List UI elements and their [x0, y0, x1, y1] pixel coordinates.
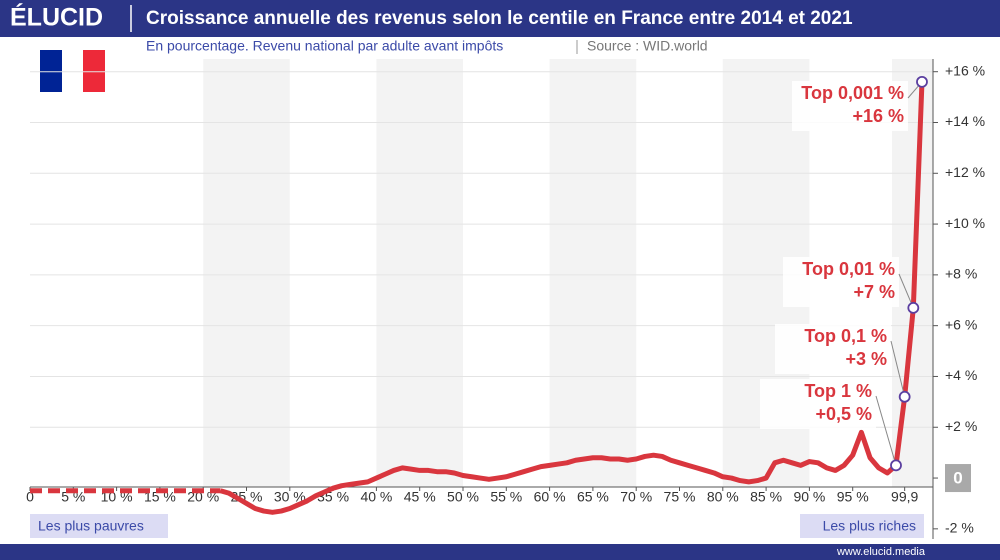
- y-tick-label: +2 %: [945, 418, 977, 434]
- annotation-label: Top 0,001 %: [801, 83, 904, 103]
- x-tick-label: 85 %: [750, 489, 782, 505]
- y-tick-label: 0: [953, 469, 962, 488]
- x-tick-label: 95 %: [837, 489, 869, 505]
- x-tick-label: 80 %: [707, 489, 739, 505]
- annotation-label: Top 0,01 %: [802, 259, 895, 279]
- x-tick-label: 55 %: [490, 489, 522, 505]
- x-tick-label: 90 %: [793, 489, 825, 505]
- annotation-bg: [783, 257, 899, 307]
- y-tick-label: +12 %: [945, 164, 985, 180]
- y-tick-label: +6 %: [945, 316, 977, 332]
- annotation-label: Top 0,1 %: [804, 326, 887, 346]
- y-tick-label: +4 %: [945, 367, 977, 383]
- note-box: [30, 514, 168, 538]
- header-bar: [0, 0, 1000, 37]
- footer-bar: [0, 544, 1000, 560]
- footer-url: www.elucid.media: [836, 546, 926, 558]
- x-tick-label: 30 %: [274, 489, 306, 505]
- point-marker: [890, 459, 902, 472]
- x-tick-label: 70 %: [620, 489, 652, 505]
- x-tick-label: 45 %: [404, 489, 436, 505]
- leader-line: [898, 273, 914, 309]
- note-box: [800, 514, 924, 538]
- logo: ÉLUCID: [10, 3, 103, 32]
- flag-blue: [40, 50, 62, 92]
- x-tick-label: 40 %: [360, 489, 392, 505]
- point-marker: [898, 390, 911, 403]
- chart-title: Croissance annuelle des revenus selon le…: [146, 8, 853, 29]
- y-tick-label: +14 %: [945, 113, 985, 129]
- annotation-bg: [760, 379, 876, 429]
- flag-red: [83, 50, 105, 92]
- subtitle: En pourcentage. Revenu national par adul…: [146, 38, 503, 54]
- annotation-label: Top 1 %: [804, 381, 872, 401]
- point-marker: [916, 75, 928, 88]
- flag-white: [62, 50, 83, 92]
- y-tick-label: +8 %: [945, 266, 977, 282]
- source: Source : WID.world: [587, 38, 708, 54]
- y-tick-label: -2 %: [945, 520, 974, 536]
- annotation-bg: [775, 324, 891, 374]
- x-tick-label: 75 %: [664, 489, 696, 505]
- x-tick-label: 99,9: [891, 489, 918, 505]
- data-line: [219, 81, 925, 515]
- x-tick-label: 65 %: [577, 489, 609, 505]
- y-tick-label: +10 %: [945, 215, 985, 231]
- band: [549, 59, 637, 487]
- annotation-bg: [792, 81, 908, 131]
- y-tick-label: +16 %: [945, 62, 985, 78]
- band: [376, 59, 463, 487]
- x-tick-label: 0: [26, 489, 34, 505]
- leader-line: [890, 340, 906, 397]
- annotation-value: +3 %: [845, 349, 887, 369]
- annotation-value: +16 %: [852, 106, 904, 126]
- annotation-value: +7 %: [853, 282, 895, 302]
- leader-line: [875, 395, 897, 466]
- left-note: Les plus pauvres: [38, 518, 144, 534]
- band: [203, 59, 290, 487]
- zero-box: [945, 464, 971, 493]
- point-marker: [907, 301, 920, 314]
- right-note: Les plus riches: [823, 518, 916, 534]
- x-tick-label: 60 %: [534, 489, 566, 505]
- annotation-value: +0,5 %: [815, 404, 872, 424]
- x-tick-label: 50 %: [447, 489, 479, 505]
- flag: [40, 50, 105, 92]
